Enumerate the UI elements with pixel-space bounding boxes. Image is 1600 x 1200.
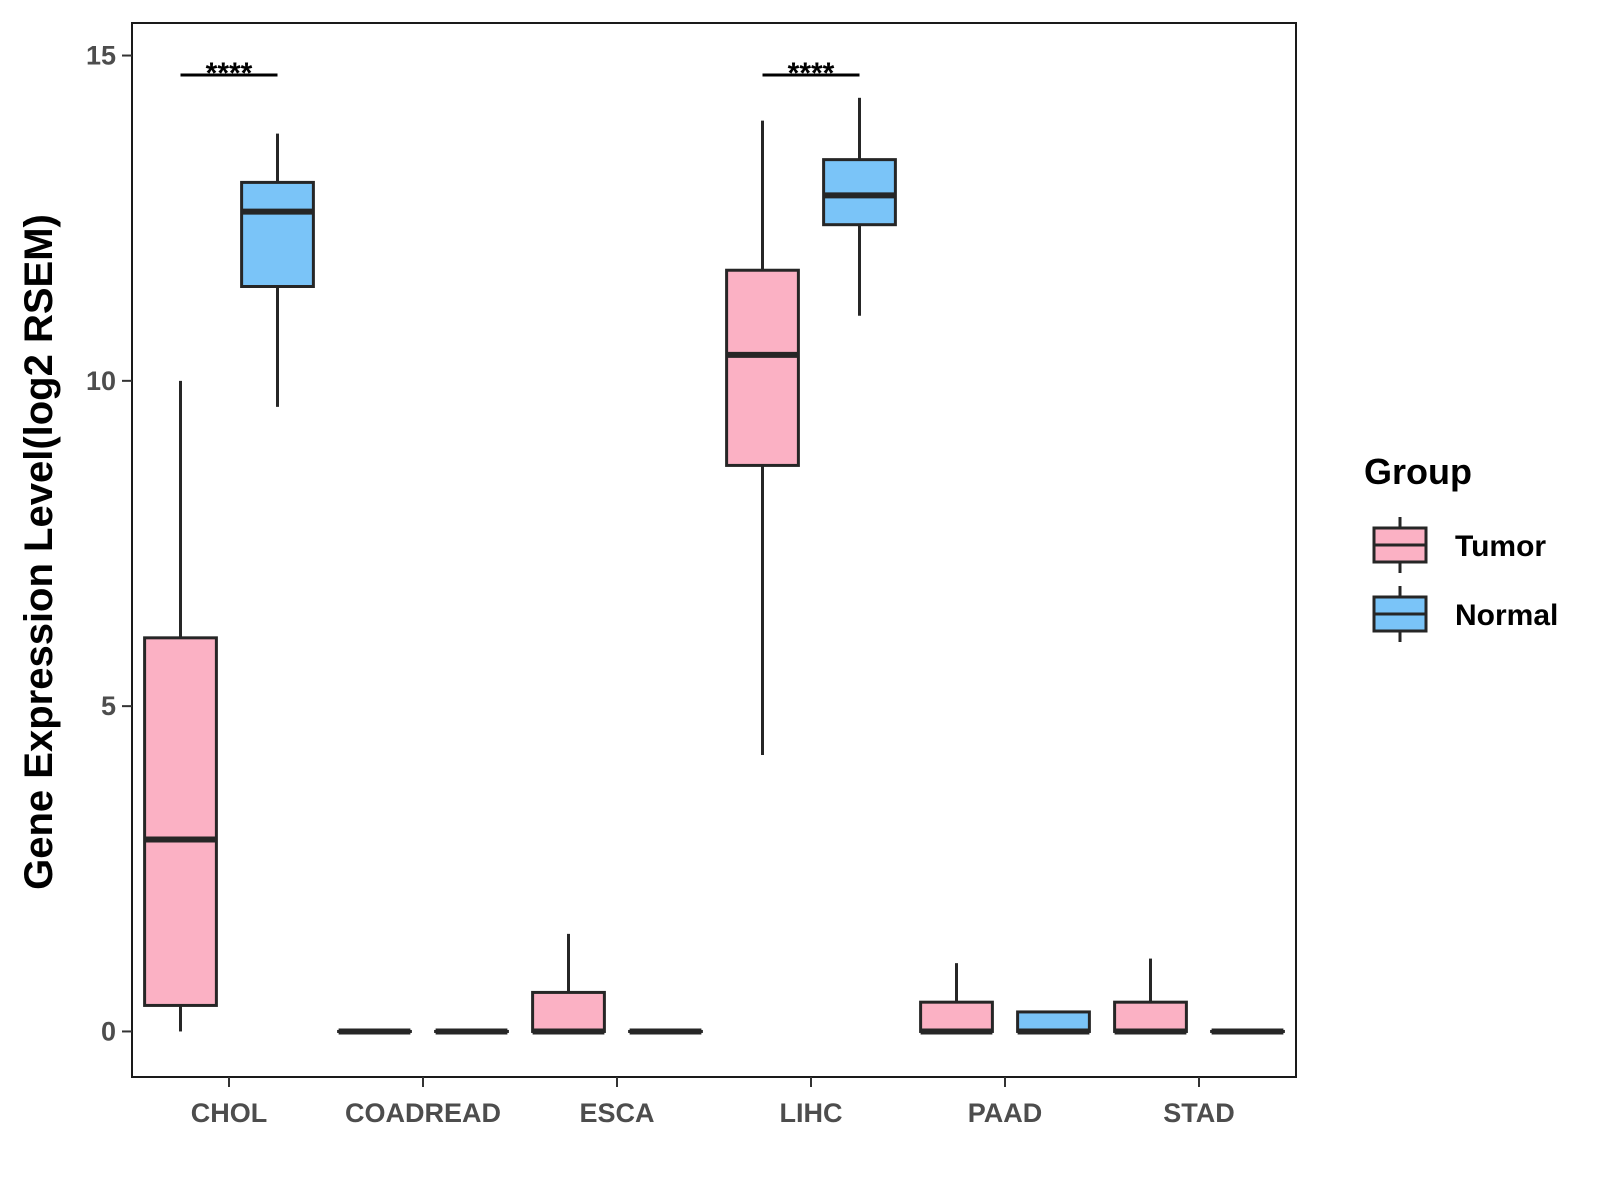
y-tick-label-10: 10 — [86, 366, 116, 396]
box-tumor-paad — [919, 963, 994, 1035]
legend-label-normal: Normal — [1455, 599, 1558, 632]
box-series — [143, 97, 1285, 1035]
legend-label-tumor: Tumor — [1455, 530, 1546, 563]
x-tick-label-chol: CHOL — [191, 1098, 268, 1128]
box-body — [240, 180, 315, 288]
box-body — [1113, 1000, 1188, 1033]
x-tick-label-paad: PAAD — [968, 1098, 1043, 1128]
plot-panel — [131, 22, 1297, 1078]
box-normal-paad — [1016, 1010, 1091, 1035]
x-tick-label-stad: STAD — [1163, 1098, 1235, 1128]
y-axis: 0 5 10 15 — [86, 41, 132, 1046]
y-tick-label-15: 15 — [86, 41, 116, 71]
box-body — [822, 158, 897, 227]
x-tick-label-esca: ESCA — [579, 1098, 654, 1128]
box-tumor-esca — [531, 933, 606, 1035]
significance-annotations: **** **** — [180, 57, 860, 90]
legend-title: Group — [1364, 451, 1472, 492]
significance-label-chol: **** — [206, 57, 253, 90]
legend: Group Tumor Normal — [1364, 451, 1558, 642]
y-axis-title: Gene Expression Level(log2 RSEM) — [17, 214, 61, 890]
x-axis: CHOL COADREAD ESCA LIHC PAAD STAD — [191, 1077, 1235, 1128]
box-tumor-chol — [143, 380, 218, 1032]
x-tick-label-coadread: COADREAD — [345, 1098, 501, 1128]
legend-item-tumor: Tumor — [1372, 517, 1546, 573]
box-body — [531, 990, 606, 1033]
box-tumor-stad — [1113, 958, 1188, 1035]
box-normal-chol — [240, 133, 315, 407]
x-tick-label-lihc: LIHC — [780, 1098, 843, 1128]
box-body — [919, 1000, 994, 1033]
significance-label-lihc: **** — [788, 57, 835, 90]
legend-item-normal: Normal — [1372, 586, 1558, 642]
box-body — [725, 268, 800, 467]
box-normal-lihc — [822, 97, 897, 316]
box-tumor-lihc — [725, 120, 800, 755]
y-tick-label-5: 5 — [101, 691, 116, 721]
y-tick-label-0: 0 — [101, 1016, 116, 1046]
box-body — [143, 636, 218, 1007]
